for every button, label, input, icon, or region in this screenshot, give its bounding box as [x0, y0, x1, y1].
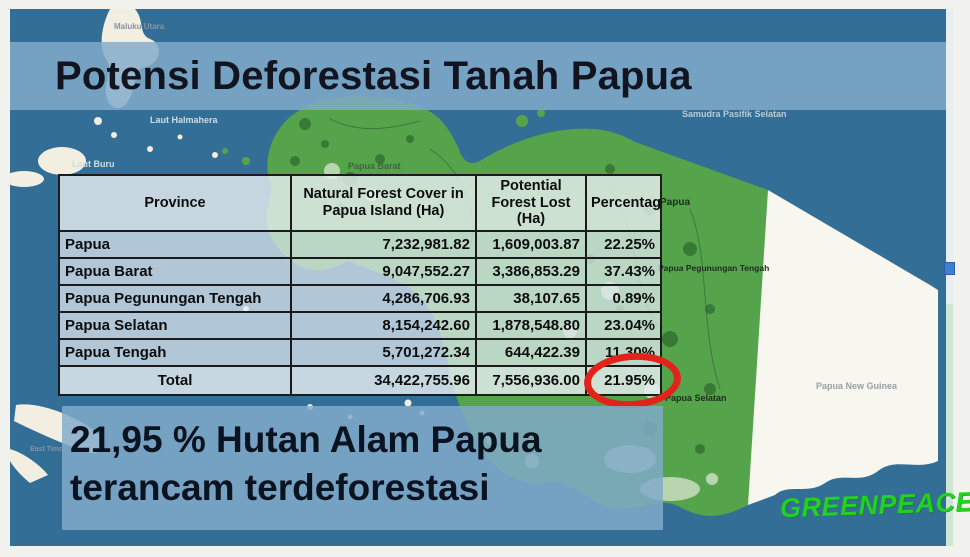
cell-pct: 23.04% — [585, 311, 662, 341]
page-title: Potensi Deforestasi Tanah Papua — [55, 53, 692, 98]
cell-province: Papua Selatan — [58, 311, 292, 341]
callout-band: 21,95 % Hutan Alam Papua terancam terdef… — [62, 406, 663, 530]
header-natural-forest-cover: Natural Forest Cover in Papua Island (Ha… — [290, 173, 477, 233]
cell-total-label: Total — [58, 365, 292, 397]
cell-province: Papua Barat — [58, 257, 292, 287]
cell-lost: 1,609,003.87 — [475, 230, 587, 260]
cell-cover: 8,154,242.60 — [290, 311, 477, 341]
cell-total-lost: 7,556,936.00 — [475, 365, 587, 397]
cell-lost: 3,386,853.29 — [475, 257, 587, 287]
cell-province: Papua — [58, 230, 292, 260]
map-label-papua-selatan: Papua Selatan — [665, 393, 727, 403]
greenpeace-logo: GREENPEACE — [779, 486, 970, 524]
drag-handle[interactable] — [944, 262, 955, 275]
cell-province: Papua Tengah — [58, 338, 292, 368]
table-row: Papua Tengah 5,701,272.34 644,422.39 11.… — [58, 338, 662, 368]
map-frame-edge — [946, 9, 953, 546]
header-potential-forest-lost: Potential Forest Lost (Ha) — [475, 173, 587, 233]
map-label-laut-buru: Laut Buru — [72, 159, 115, 169]
map-label-papua-new-guinea: Papua New Guinea — [816, 381, 898, 391]
header-percentage: Percentage — [585, 173, 662, 233]
cell-province: Papua Pegunungan Tengah — [58, 284, 292, 314]
table-total-row: Total 34,422,755.96 7,556,936.00 21.95% — [58, 365, 662, 397]
callout-line2: terancam terdeforestasi — [70, 467, 490, 508]
cell-lost: 644,422.39 — [475, 338, 587, 368]
cell-pct: 11.30% — [585, 338, 662, 368]
cell-pct: 0.89% — [585, 284, 662, 314]
table-row: Papua 7,232,981.82 1,609,003.87 22.25% — [58, 230, 662, 260]
map-label-maluku-utara: Maluku Utara — [114, 22, 165, 31]
cell-cover: 4,286,706.93 — [290, 284, 477, 314]
map-label-papua: Papua — [660, 197, 690, 208]
table-header-row: Province Natural Forest Cover in Papua I… — [58, 173, 662, 233]
cell-lost: 1,878,548.80 — [475, 311, 587, 341]
title-band: Potensi Deforestasi Tanah Papua — [10, 42, 946, 110]
callout-line1: 21,95 % Hutan Alam Papua — [70, 419, 542, 460]
deforestation-table: Province Natural Forest Cover in Papua I… — [58, 173, 662, 397]
cell-total-pct: 21.95% — [585, 365, 662, 397]
map-label-papua-pegunungan-tengah: Papua Pegunungan Tengah — [658, 263, 769, 273]
table-row: Papua Selatan 8,154,242.60 1,878,548.80 … — [58, 311, 662, 341]
cell-cover: 9,047,552.27 — [290, 257, 477, 287]
cell-cover: 5,701,272.34 — [290, 338, 477, 368]
table-row: Papua Pegunungan Tengah 4,286,706.93 38,… — [58, 284, 662, 314]
table-row: Papua Barat 9,047,552.27 3,386,853.29 37… — [58, 257, 662, 287]
map-label-laut-halmahera: Laut Halmahera — [150, 115, 219, 125]
cell-pct: 22.25% — [585, 230, 662, 260]
map-label-east-timor: East Timor — [30, 446, 66, 453]
cell-total-cover: 34,422,755.96 — [290, 365, 477, 397]
map-label-samudra-pasifik: Samudra Pasifik Selatan — [682, 109, 787, 119]
map-frame-edge-green — [946, 304, 953, 546]
cell-cover: 7,232,981.82 — [290, 230, 477, 260]
cell-pct: 37.43% — [585, 257, 662, 287]
png-landmass — [748, 190, 938, 505]
header-province: Province — [58, 173, 292, 233]
cell-lost: 38,107.65 — [475, 284, 587, 314]
map-label-papua-barat: Papua Barat — [348, 161, 401, 171]
